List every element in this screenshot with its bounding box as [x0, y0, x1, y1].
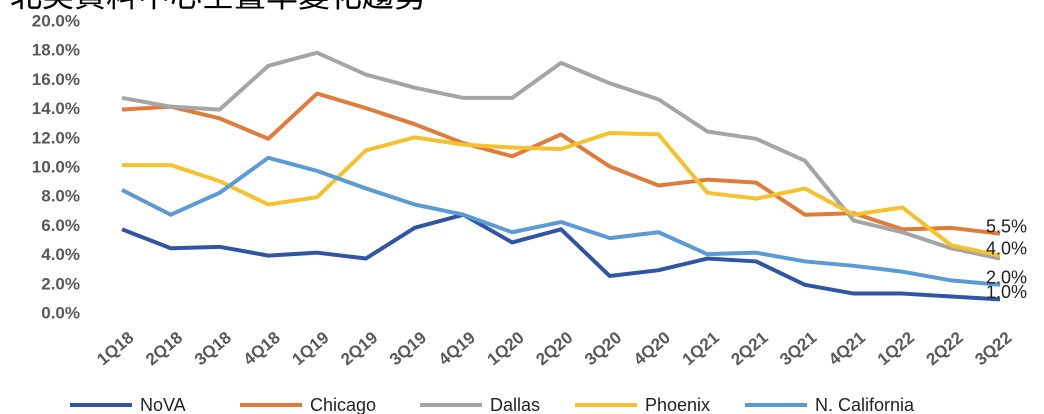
x-tick-label: 3Q18	[191, 328, 235, 369]
data-label: 4.0%	[986, 238, 1027, 258]
legend-item: Chicago	[240, 395, 376, 414]
data-label: 2.0%	[986, 268, 1027, 288]
data-label: 5.5%	[986, 216, 1027, 236]
y-tick-label: 6.0%	[41, 216, 80, 235]
y-tick-label: 14.0%	[32, 99, 80, 118]
x-tick-label: 4Q19	[435, 328, 479, 369]
y-tick-label: 0.0%	[41, 303, 80, 322]
legend-label: NoVA	[140, 395, 186, 414]
legend-label: Dallas	[490, 395, 540, 414]
x-tick-label: 4Q20	[630, 328, 674, 369]
x-tick-label: 1Q18	[93, 328, 137, 369]
series-line	[121, 50, 1001, 261]
legend-item: Dallas	[420, 395, 540, 414]
x-tick-label: 1Q21	[679, 328, 723, 369]
x-tick-label: 3Q21	[776, 328, 820, 369]
series-line	[121, 212, 1001, 302]
y-tick-label: 10.0%	[32, 157, 80, 176]
x-tick-label: 2Q22	[923, 328, 967, 369]
x-tick-label: 3Q22	[971, 328, 1015, 369]
x-tick-label: 1Q22	[874, 328, 918, 369]
legend-item: N. California	[745, 395, 915, 414]
y-tick-label: 16.0%	[32, 70, 80, 89]
y-tick-label: 4.0%	[41, 245, 80, 264]
x-tick-label: 2Q21	[727, 328, 771, 369]
series-line	[121, 155, 1001, 287]
legend-label: Chicago	[310, 395, 376, 414]
x-tick-label: 1Q20	[484, 328, 528, 369]
chart-title: 北美資料中心空置率變化趨勢	[10, 0, 426, 13]
x-tick-label: 2Q20	[532, 328, 576, 369]
x-tick-label: 4Q18	[240, 328, 284, 369]
x-tick-label: 3Q19	[386, 328, 430, 369]
x-tick-label: 1Q19	[288, 328, 332, 369]
data-label: 1.0%	[986, 282, 1027, 302]
x-tick-label: 3Q20	[581, 328, 625, 369]
legend-label: N. California	[815, 395, 915, 414]
y-tick-label: 2.0%	[41, 274, 80, 293]
series-line	[122, 130, 1001, 258]
x-tick-label: 2Q18	[142, 328, 186, 369]
legend-label: Phoenix	[645, 395, 710, 414]
legend-item: Phoenix	[575, 395, 710, 414]
x-tick-label: 4Q21	[825, 328, 869, 369]
y-tick-label: 8.0%	[41, 187, 80, 206]
legend-item: NoVA	[70, 395, 186, 414]
y-tick-label: 20.0%	[32, 11, 80, 30]
y-tick-label: 18.0%	[32, 41, 80, 60]
y-tick-label: 12.0%	[32, 128, 80, 147]
x-tick-label: 2Q19	[337, 328, 381, 369]
